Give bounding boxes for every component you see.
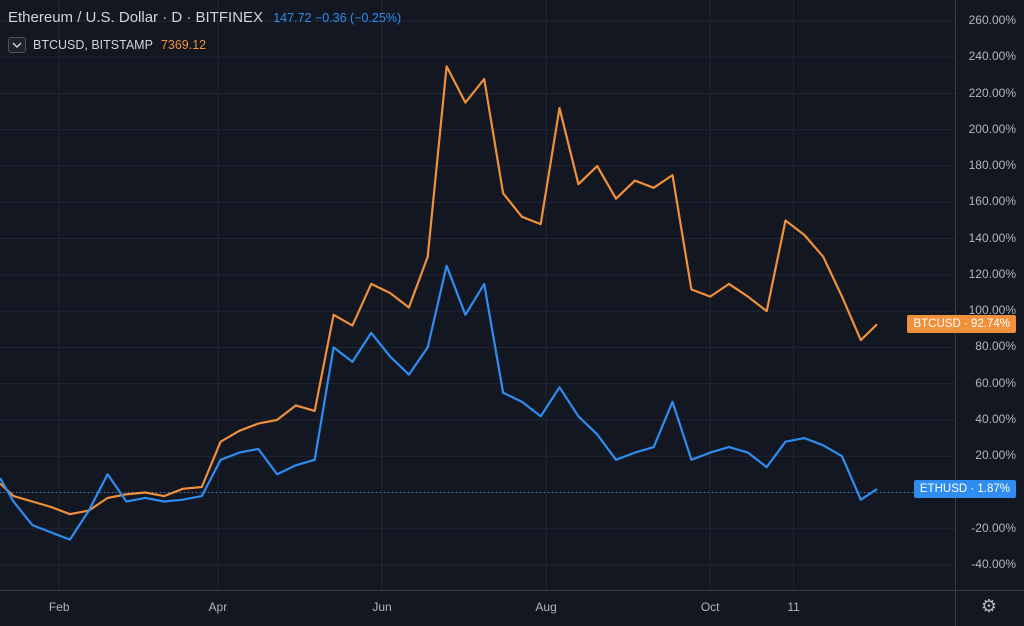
y-tick-label: 20.00% bbox=[975, 448, 1016, 463]
compare-toggle-button[interactable] bbox=[8, 37, 26, 53]
x-tick-label: Oct bbox=[700, 600, 720, 614]
chart-title: Ethereum / U.S. Dollar · D · BITFINEX bbox=[8, 9, 264, 26]
y-tick-label: 100.00% bbox=[968, 303, 1016, 318]
y-tick-label: -40.00% bbox=[971, 557, 1016, 571]
y-tick-label: 160.00% bbox=[968, 194, 1016, 209]
x-tick-label: Feb bbox=[48, 600, 70, 614]
price-tag-btcusd: BTCUSD · 92.74% bbox=[907, 315, 1016, 334]
y-tick-label: 140.00% bbox=[968, 230, 1016, 245]
main-quote: 147.72 −0.36 (−0.25%) bbox=[273, 11, 402, 25]
y-tick-label: 80.00% bbox=[975, 339, 1016, 354]
x-tick-label: Aug bbox=[535, 600, 557, 614]
gear-icon[interactable]: ⚙ bbox=[980, 596, 998, 616]
compare-symbol-row: BTCUSD, BITSTAMP 7369.12 bbox=[8, 37, 206, 53]
y-tick-label: 180.00% bbox=[968, 158, 1016, 173]
series-line-btcusd[interactable] bbox=[0, 65, 878, 516]
chart-header: Ethereum / U.S. Dollar · D · BITFINEX 14… bbox=[8, 9, 401, 26]
price-tag-ethusd: ETHUSD · 1.87% bbox=[913, 480, 1016, 499]
compare-price: 7369.12 bbox=[160, 38, 207, 52]
y-tick-label: -20.00% bbox=[971, 520, 1016, 535]
y-tick-label: 40.00% bbox=[975, 411, 1016, 426]
y-tick-label: 120.00% bbox=[968, 266, 1016, 281]
grid-lines bbox=[0, 0, 955, 590]
series-layer bbox=[0, 65, 878, 541]
x-tick-label: 11 bbox=[787, 600, 800, 614]
series-line-ethusd[interactable] bbox=[0, 264, 878, 541]
y-tick-label: 200.00% bbox=[968, 121, 1016, 136]
y-tick-label: 220.00% bbox=[968, 85, 1016, 100]
x-tick-label: Jun bbox=[372, 600, 392, 614]
y-tick-label: 60.00% bbox=[975, 375, 1016, 390]
chevron-down-icon bbox=[12, 42, 22, 48]
compare-symbol: BTCUSD, BITSTAMP bbox=[33, 38, 153, 52]
x-tick-label: Apr bbox=[208, 600, 228, 614]
y-tick-label: 240.00% bbox=[968, 49, 1016, 64]
y-tick-label: 260.00% bbox=[968, 13, 1016, 27]
